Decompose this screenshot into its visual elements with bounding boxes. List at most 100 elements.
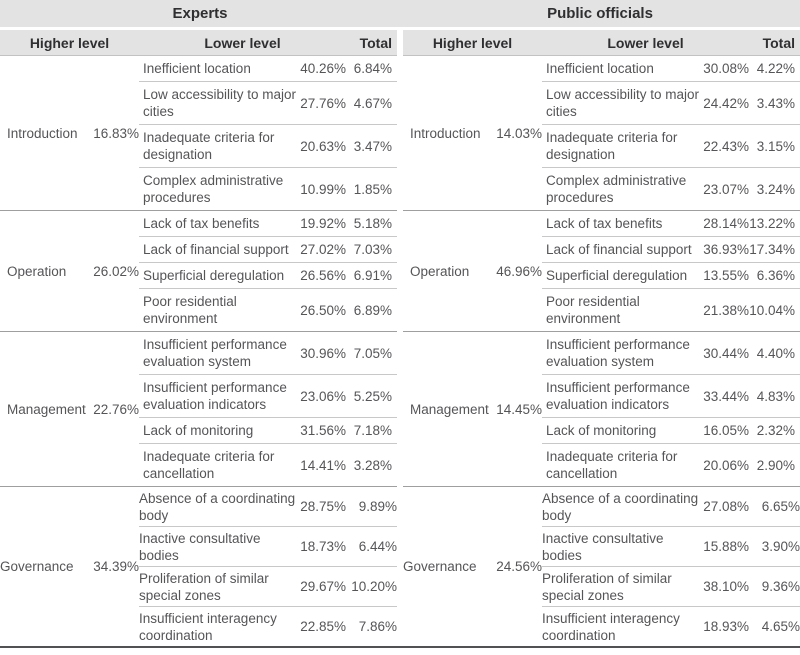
total-percent-cell: 3.90%	[749, 526, 800, 567]
lower-level-cell: Proliferation of similar special zones	[542, 566, 700, 607]
table-row: Proliferation of similar special zones 3…	[403, 566, 800, 607]
higher-level-cell: Operation	[0, 210, 91, 332]
total-percent-cell: 7.18%	[346, 417, 397, 444]
total-percent-cell: 3.24%	[749, 167, 800, 211]
lower-level-percent-cell: 20.63%	[297, 124, 346, 168]
lower-level-cell: Inadequate criteria for cancellation	[542, 443, 700, 487]
lower-level-percent-cell: 15.88%	[700, 526, 749, 567]
total-percent-cell: 2.90%	[749, 443, 800, 487]
total-percent-cell: 6.91%	[346, 262, 397, 289]
lower-level-percent-cell: 24.42%	[700, 81, 749, 125]
higher-level-percent-cell: 14.45%	[494, 331, 542, 487]
lower-level-cell: Poor residential environment	[542, 288, 700, 332]
lower-level-cell: Inefficient location	[143, 61, 251, 76]
table-row: Inadequate criteria for cancellation 14.…	[0, 443, 397, 487]
total-percent-cell: 1.85%	[346, 167, 397, 211]
total-percent-cell: 3.47%	[346, 124, 397, 168]
total-percent-cell: 4.65%	[749, 606, 800, 646]
total-percent-cell: 10.20%	[346, 566, 397, 607]
lower-level-cell: Inadequate criteria for cancellation	[139, 443, 297, 487]
lower-level-cell: Insufficient interagency coordination	[542, 606, 700, 646]
lower-level-cell: Complex administrative procedures	[542, 167, 700, 211]
table-row: Insufficient performance evaluation indi…	[403, 374, 800, 418]
higher-level-cell: Operation	[403, 210, 494, 332]
table-row: Governance 24.56% Absence of a coordinat…	[403, 486, 800, 646]
table-row: Complex administrative procedures 10.99%…	[0, 167, 397, 211]
total-percent-cell: 2.32%	[749, 417, 800, 444]
panel-title-public-officials: Public officials	[547, 5, 653, 22]
total-percent-cell: 6.65%	[749, 486, 800, 527]
table-row: Inadequate criteria for designation 20.6…	[0, 124, 397, 168]
lower-level-percent-cell: 10.99%	[297, 167, 346, 211]
panel-experts: Higher level Lower level Total Introduct…	[0, 30, 397, 646]
higher-level-cell: Management	[403, 331, 494, 487]
lower-level-percent-cell: 13.55%	[700, 262, 749, 289]
table-row: Proliferation of similar special zones 2…	[0, 566, 397, 607]
table-row: Inactive consultative bodies 18.73% 6.44…	[0, 526, 397, 567]
lower-level-cell: Lack of financial support	[542, 236, 700, 263]
table-row: Lack of monitoring 16.05% 2.32%	[403, 417, 800, 444]
table-row: Introduction 14.03% Inefficient location…	[403, 56, 800, 141]
lower-level-cell: Lack of tax benefits	[139, 210, 297, 237]
lower-level-percent-cell: 29.67%	[297, 566, 346, 607]
lower-level-percent-cell: 23.07%	[700, 167, 749, 211]
lower-level-percent-cell: 22.43%	[700, 124, 749, 168]
lower-level-cell: Insufficient interagency coordination	[139, 606, 297, 646]
band-divider	[0, 27, 800, 30]
lower-level-percent-cell: 26.50%	[297, 288, 346, 332]
higher-level-cell: Introduction	[7, 125, 78, 141]
lower-level-percent-cell: 30.08%	[703, 61, 749, 76]
lower-level-cell: Lack of tax benefits	[542, 210, 700, 237]
table-row: Lack of financial support 36.93% 17.34%	[403, 236, 800, 263]
lower-level-cell: Insufficient performance evaluation indi…	[542, 374, 700, 418]
higher-level-cell: Governance	[0, 486, 91, 646]
total-percent-cell: 17.34%	[749, 236, 800, 263]
lower-level-cell: Insufficient performance evaluation indi…	[139, 374, 297, 418]
lower-level-percent-cell: 26.56%	[297, 262, 346, 289]
total-percent-cell: 3.43%	[749, 81, 800, 125]
column-header-band: Higher level Lower level Total	[0, 30, 397, 56]
lower-level-percent-cell: 40.26%	[300, 61, 346, 76]
table-row: Superficial deregulation 13.55% 6.36%	[403, 262, 800, 289]
column-header-band: Higher level Lower level Total	[403, 30, 800, 56]
table-row: Operation 26.02% Lack of tax benefits 19…	[0, 210, 397, 332]
table-row: Management 14.45% Insufficient performan…	[403, 331, 800, 487]
lower-level-percent-cell: 18.73%	[297, 526, 346, 567]
table-row: Low accessibility to major cities 24.42%…	[403, 81, 800, 125]
total-percent-cell: 7.86%	[346, 606, 397, 646]
lower-level-cell: Absence of a coordinating body	[139, 486, 297, 527]
total-percent-cell: 9.36%	[749, 566, 800, 607]
total-percent-cell: 6.36%	[749, 262, 800, 289]
lower-level-percent-cell: 21.38%	[700, 288, 749, 332]
lower-level-percent-cell: 33.44%	[700, 374, 749, 418]
lower-level-percent-cell: 23.06%	[297, 374, 346, 418]
total-percent-cell: 3.28%	[346, 443, 397, 487]
total-percent-cell: 7.05%	[346, 331, 397, 375]
higher-level-percent-cell: 26.02%	[91, 210, 139, 332]
table-row: Lack of financial support 27.02% 7.03%	[0, 236, 397, 263]
lower-level-cell: Superficial deregulation	[542, 262, 700, 289]
table-row: Inadequate criteria for cancellation 20.…	[403, 443, 800, 487]
lower-level-percent-cell: 28.14%	[700, 210, 749, 237]
total-percent-cell: 4.83%	[749, 374, 800, 418]
higher-level-percent-cell: 14.03%	[496, 125, 542, 141]
column-header-total: Total	[762, 34, 795, 51]
lower-level-percent-cell: 20.06%	[700, 443, 749, 487]
lower-level-percent-cell: 30.44%	[700, 331, 749, 375]
ahp-table: Introduction 16.83% Inefficient location…	[0, 56, 397, 646]
lower-level-percent-cell: 19.92%	[297, 210, 346, 237]
lower-level-cell: Inadequate criteria for designation	[542, 124, 700, 168]
table-bottom-rule	[0, 646, 800, 648]
table-row: Low accessibility to major cities 27.76%…	[0, 81, 397, 125]
total-percent-cell: 5.25%	[346, 374, 397, 418]
lower-level-cell: Superficial deregulation	[139, 262, 297, 289]
higher-level-percent-cell: 34.39%	[91, 486, 139, 646]
lower-level-percent-cell: 28.75%	[297, 486, 346, 527]
total-percent-cell: 4.40%	[749, 331, 800, 375]
lower-level-percent-cell: 16.05%	[700, 417, 749, 444]
lower-level-percent-cell: 36.93%	[700, 236, 749, 263]
lower-level-cell: Lack of monitoring	[542, 417, 700, 444]
table-row: Complex administrative procedures 23.07%…	[403, 167, 800, 211]
total-percent-cell: 5.18%	[346, 210, 397, 237]
